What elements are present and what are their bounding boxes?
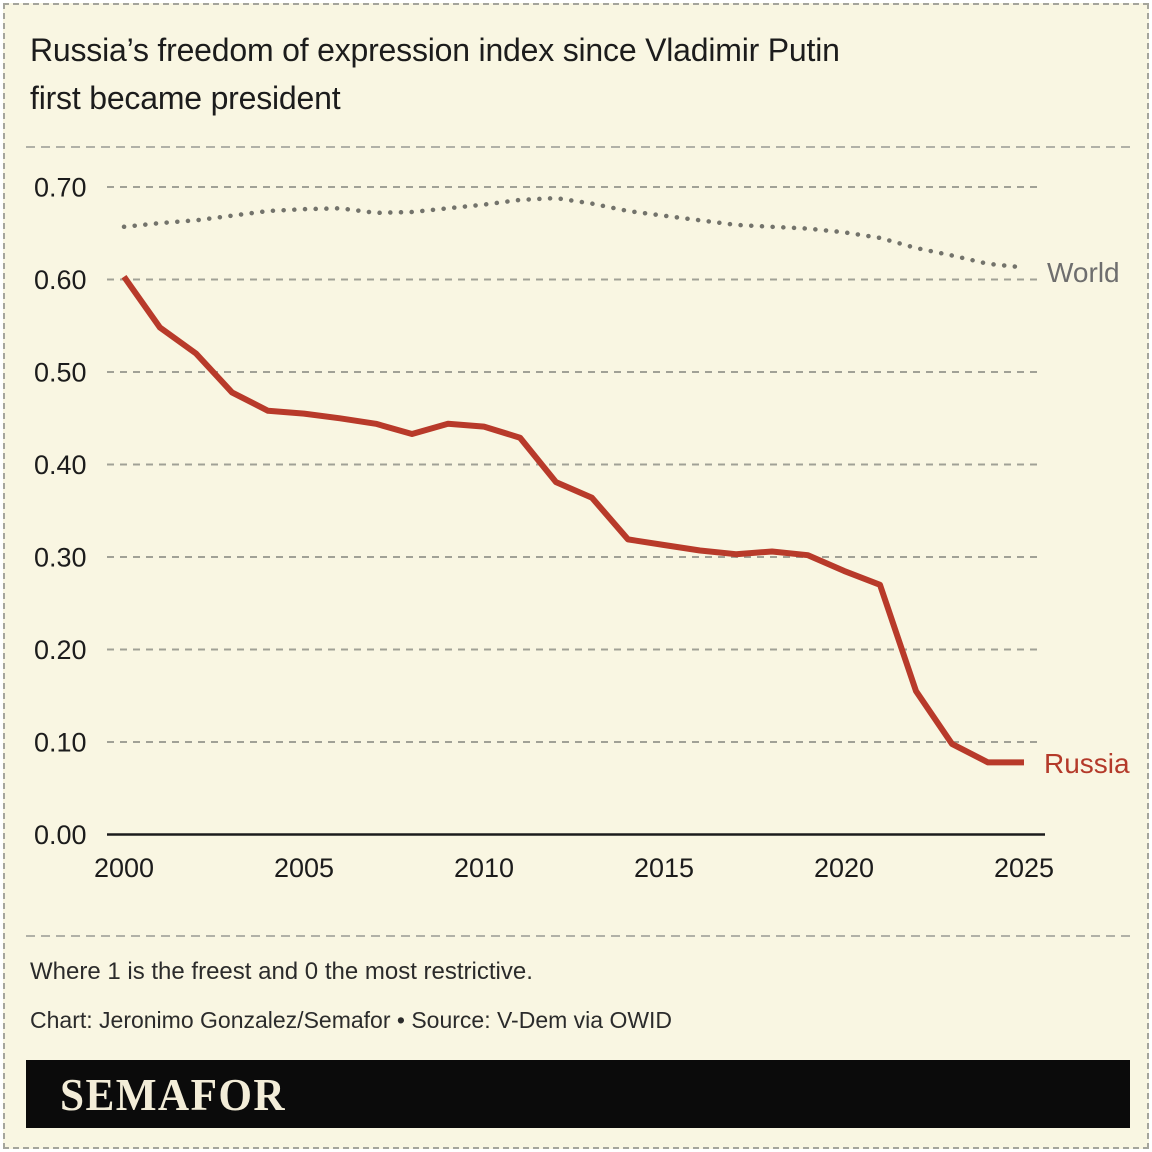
semafor-logo-bar: SEMAFOR xyxy=(26,1060,1130,1128)
chart-card: Russia’s freedom of expression index sin… xyxy=(3,3,1149,1149)
y-tick-label: 0.50 xyxy=(34,358,87,388)
y-tick-label: 0.30 xyxy=(34,543,87,573)
x-tick-label: 2010 xyxy=(454,853,514,883)
chart-title: Russia’s freedom of expression index sin… xyxy=(30,26,1110,122)
y-tick-label: 0.20 xyxy=(34,635,87,665)
x-tick-label: 2005 xyxy=(274,853,334,883)
chart-title-line-2: first became president xyxy=(30,80,341,116)
chart-note: Where 1 is the freest and 0 the most res… xyxy=(30,958,533,985)
y-tick-label: 0.70 xyxy=(34,173,87,203)
world-series-line xyxy=(121,195,1027,270)
chart-title-line-1: Russia’s freedom of expression index sin… xyxy=(30,32,840,68)
x-tick-label: 2025 xyxy=(994,853,1054,883)
y-tick-label: 0.10 xyxy=(34,728,87,758)
semafor-wordmark: SEMAFOR xyxy=(60,1068,287,1120)
x-tick-label: 2015 xyxy=(634,853,694,883)
russia-series-line xyxy=(121,274,1024,766)
x-tick-label: 2000 xyxy=(94,853,154,883)
chart-credit: Chart: Jeronimo Gonzalez/Semafor • Sourc… xyxy=(30,1007,673,1033)
series-label-world: World xyxy=(1047,257,1120,288)
y-tick-label: 0.40 xyxy=(34,450,87,480)
x-tick-label: 2020 xyxy=(814,853,874,883)
series-label-russia: Russia xyxy=(1044,748,1130,779)
y-tick-label: 0.60 xyxy=(34,265,87,295)
y-tick-label: 0.00 xyxy=(34,820,87,850)
